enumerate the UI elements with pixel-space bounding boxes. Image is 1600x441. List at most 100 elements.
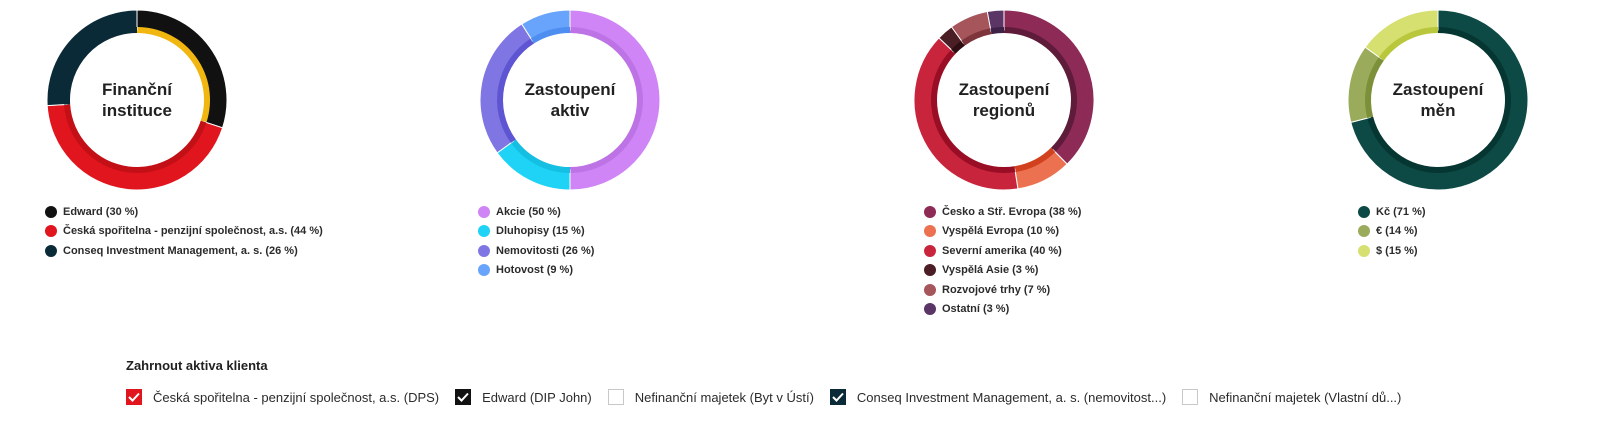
legend-color-dot <box>924 244 936 257</box>
legend-color-dot <box>478 244 490 257</box>
legend-item: Edward (30 %) <box>45 202 323 222</box>
legend-label: Česko a Stř. Evropa (38 %) <box>942 205 1082 218</box>
donut-segment-inner-ring <box>990 27 1004 35</box>
legend-color-dot <box>924 283 936 296</box>
checkbox-item[interactable]: Edward (DIP John) <box>455 389 592 405</box>
chart-currencies: Zastoupení měn Kč (71 %) € (14 %) $ (15 … <box>1346 8 1530 261</box>
legend-label: € (14 %) <box>1376 225 1418 238</box>
checkbox[interactable] <box>829 389 846 405</box>
legend-color-dot <box>478 264 490 277</box>
donut-svg <box>913 9 1095 191</box>
donut-segment-inner-ring <box>510 139 570 173</box>
legend-item: Vyspělá Asie (3 %) <box>924 261 1096 281</box>
legend-label: Hotovost (9 %) <box>496 264 573 277</box>
donut-segment-inner-ring <box>64 27 137 105</box>
chart-asset-allocation: Zastoupení aktiv Akcie (50 %) Dluhopisy … <box>478 8 662 280</box>
include-client-assets: Zahrnout aktiva klienta Česká spořitelna… <box>126 358 1417 407</box>
legend-item: € (14 %) <box>1358 222 1530 242</box>
legend-item: Ostatní (3 %) <box>924 300 1096 320</box>
checkbox-item[interactable]: Nefinanční majetek (Vlastní dů...) <box>1182 389 1401 405</box>
checkbox[interactable] <box>1182 389 1199 405</box>
donut-segment-inner-ring <box>1004 27 1077 153</box>
legend-color-dot <box>924 205 936 218</box>
legend-color-dot <box>45 225 57 238</box>
legend-label: Akcie (50 %) <box>496 205 561 218</box>
checkbox-item[interactable]: Conseq Investment Management, a. s. (nem… <box>829 389 1167 405</box>
donut-segment-inner-ring <box>530 27 570 44</box>
legend-label: Vyspělá Asie (3 %) <box>942 264 1039 277</box>
donut-segment-inner-ring <box>1014 147 1056 173</box>
donut-svg <box>1347 9 1529 191</box>
legend-label: Conseq Investment Management, a. s. (26 … <box>63 244 298 257</box>
donut-segment-inner-ring <box>961 28 992 46</box>
legend-label: Česká spořitelna - penzijní společnost, … <box>63 225 323 238</box>
legend-label: Edward (30 %) <box>63 205 139 218</box>
checkbox[interactable] <box>126 389 142 405</box>
checkmark-icon <box>128 392 140 402</box>
legend-color-dot <box>478 225 490 238</box>
legend-color-dot <box>924 303 936 316</box>
legend-color-dot <box>1358 225 1370 238</box>
checkbox-label: Nefinanční majetek (Byt v Ústí) <box>634 389 814 405</box>
legend-item: Nemovitosti (26 %) <box>478 241 662 261</box>
chart-title: Finanční instituce <box>102 80 172 120</box>
donut-segment-inner-ring <box>1378 27 1438 61</box>
chart-legend: Kč (71 %) € (14 %) $ (15 %) <box>1358 202 1530 261</box>
legend-color-dot <box>924 264 936 277</box>
legend-item: $ (15 %) <box>1358 241 1530 261</box>
legend-label: Nemovitosti (26 %) <box>496 244 595 257</box>
chart-financial-institutions: Finanční instituce Edward (30 %) Česká s… <box>45 8 323 261</box>
legend-item: Conseq Investment Management, a. s. (26 … <box>45 241 323 261</box>
legend-label: $ (15 %) <box>1376 244 1418 257</box>
legend-item: Česká spořitelna - penzijní společnost, … <box>45 222 323 242</box>
chart-title: Zastoupení aktiv <box>524 80 616 120</box>
legend-item: Dluhopisy (15 %) <box>478 222 662 242</box>
legend-color-dot <box>45 244 57 257</box>
chart-legend: Edward (30 %) Česká spořitelna - penzijn… <box>45 202 323 261</box>
donut-svg <box>479 9 661 191</box>
chart-legend: Česko a Stř. Evropa (38 %) Vyspělá Evrop… <box>924 202 1096 319</box>
checkbox[interactable] <box>455 389 472 405</box>
legend-label: Dluhopisy (15 %) <box>496 225 585 238</box>
donut-segment-inner-ring <box>497 38 535 143</box>
donut-segment-inner-ring <box>951 40 965 54</box>
legend-item: Rozvojové trhy (7 %) <box>924 280 1096 300</box>
chart-regions: Zastoupení regionů Česko a Stř. Evropa (… <box>912 8 1096 319</box>
checkmark-icon <box>832 392 844 402</box>
donut-chart: Zastoupení měn <box>1346 8 1530 192</box>
legend-label: Vyspělá Evropa (10 %) <box>942 225 1059 238</box>
donut-chart: Finanční instituce <box>45 8 229 192</box>
legend-label: Kč (71 %) <box>1376 205 1426 218</box>
legend-item: Vyspělá Evropa (10 %) <box>924 222 1096 242</box>
donut-chart: Zastoupení aktiv <box>478 8 662 192</box>
legend-color-dot <box>924 225 936 238</box>
donut-segment-inner-ring <box>1365 57 1384 119</box>
checkbox[interactable] <box>607 389 624 405</box>
legend-item: Severní amerika (40 %) <box>924 241 1096 261</box>
legend-label: Ostatní (3 %) <box>942 303 1010 316</box>
legend-color-dot <box>478 205 490 218</box>
checkbox-label: Česká spořitelna - penzijní společnost, … <box>153 389 440 405</box>
checkbox-row: Česká spořitelna - penzijní společnost, … <box>126 387 1417 407</box>
legend-item: Kč (71 %) <box>1358 202 1530 222</box>
legend-label: Rozvojové trhy (7 %) <box>942 283 1051 296</box>
checkbox-item[interactable]: Česká spořitelna - penzijní společnost, … <box>126 389 439 405</box>
checkmark-icon <box>457 392 469 402</box>
legend-color-dot <box>1358 244 1370 257</box>
chart-legend: Akcie (50 %) Dluhopisy (15 %) Nemovitost… <box>478 202 662 280</box>
chart-title: Zastoupení měn <box>1392 80 1484 120</box>
chart-title: Zastoupení regionů <box>958 80 1050 120</box>
legend-color-dot <box>45 205 57 218</box>
donut-segment-inner-ring <box>64 104 207 173</box>
legend-color-dot <box>1358 205 1370 218</box>
donut-svg <box>46 9 228 191</box>
legend-item: Hotovost (9 %) <box>478 261 662 281</box>
include-heading: Zahrnout aktiva klienta <box>126 358 268 373</box>
legend-item: Akcie (50 %) <box>478 202 662 222</box>
checkbox-label: Nefinanční majetek (Vlastní dů...) <box>1209 389 1402 405</box>
checkbox-label: Conseq Investment Management, a. s. (nem… <box>856 389 1167 405</box>
donut-chart: Zastoupení regionů <box>912 8 1096 192</box>
legend-label: Severní amerika (40 %) <box>942 244 1062 257</box>
checkbox-item[interactable]: Nefinanční majetek (Byt v Ústí) <box>607 389 814 405</box>
legend-item: Česko a Stř. Evropa (38 %) <box>924 202 1096 222</box>
